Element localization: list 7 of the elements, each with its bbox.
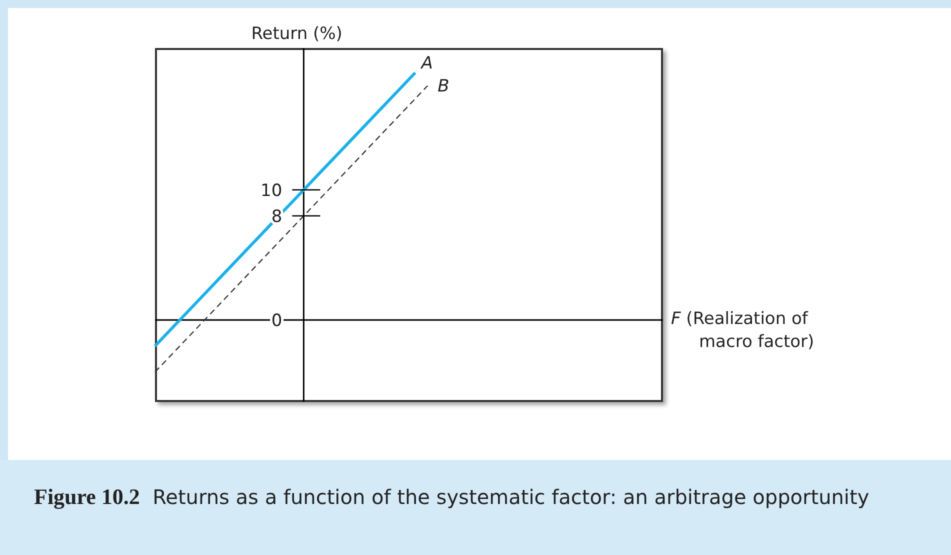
y-axis-title: Return (%) xyxy=(251,24,342,44)
x-axis-title: F (Realization of macro factor) xyxy=(671,309,814,352)
text: Figure 10.2 Returns as a function of the systematic factor: an arbitrage opportunity xyxy=(34,483,870,511)
y-tick-label: 10 xyxy=(260,180,282,201)
series-label: A xyxy=(420,54,433,74)
series-label: B xyxy=(438,76,450,97)
line-series xyxy=(154,71,417,348)
